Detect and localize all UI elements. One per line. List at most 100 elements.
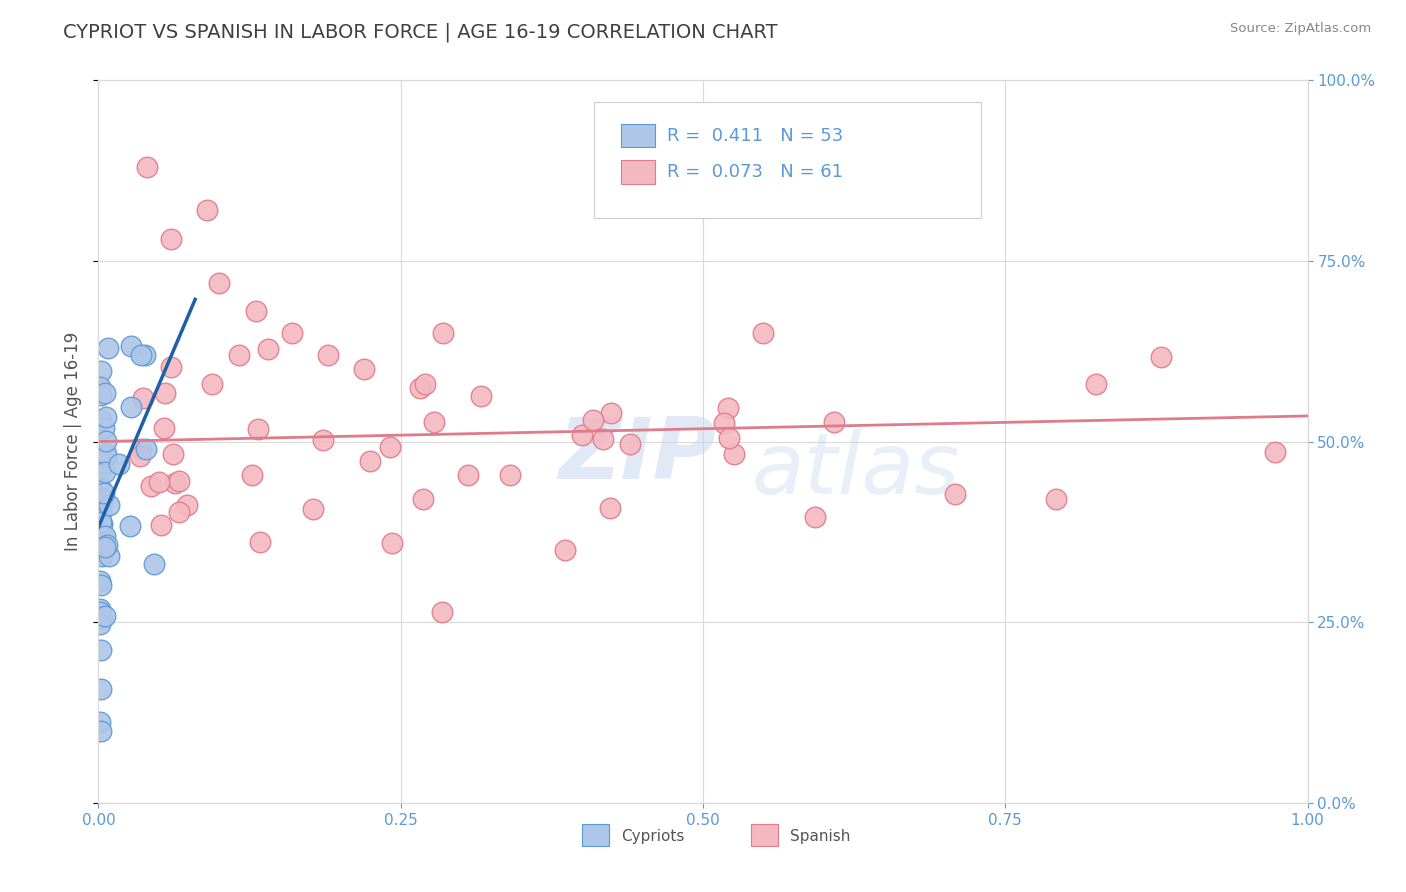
- Point: [120, 339, 142, 353]
- Point: [96, 538, 118, 552]
- Point: [134, 348, 156, 362]
- Point: [200, 376, 222, 391]
- Text: ZIP: ZIP: [558, 415, 716, 498]
- Point: [311, 433, 333, 447]
- Point: [131, 442, 153, 456]
- Point: [302, 501, 325, 516]
- Point: [129, 348, 152, 362]
- Point: [619, 437, 641, 451]
- Point: [412, 491, 434, 506]
- Point: [89, 502, 111, 516]
- Point: [90, 482, 112, 496]
- Point: [143, 558, 166, 572]
- Point: [90, 642, 112, 657]
- Point: [240, 467, 263, 482]
- Point: [89, 449, 111, 463]
- Point: [135, 442, 157, 457]
- Point: [246, 422, 269, 436]
- Point: [353, 362, 375, 376]
- Point: [718, 431, 741, 445]
- Point: [90, 388, 112, 402]
- Point: [89, 574, 111, 589]
- Point: [152, 421, 174, 435]
- Text: Spanish: Spanish: [790, 829, 851, 844]
- Bar: [751, 824, 778, 847]
- Point: [93, 465, 115, 479]
- Point: [228, 348, 250, 362]
- Point: [129, 449, 152, 463]
- Point: [89, 602, 111, 616]
- Point: [423, 415, 446, 429]
- Point: [155, 386, 177, 401]
- Point: [381, 536, 404, 550]
- Text: Source: ZipAtlas.com: Source: ZipAtlas.com: [1230, 22, 1371, 36]
- Point: [554, 543, 576, 558]
- Point: [90, 611, 112, 625]
- Point: [120, 400, 142, 414]
- Bar: [621, 161, 655, 184]
- Point: [89, 714, 111, 729]
- Point: [499, 467, 522, 482]
- Point: [195, 203, 218, 218]
- Point: [94, 540, 117, 554]
- Point: [592, 432, 614, 446]
- Point: [713, 417, 735, 431]
- Point: [90, 549, 112, 563]
- Point: [90, 723, 112, 738]
- Point: [1045, 491, 1067, 506]
- Point: [256, 342, 278, 356]
- Point: [94, 447, 117, 461]
- Point: [108, 457, 131, 471]
- Point: [139, 479, 162, 493]
- Point: [91, 495, 114, 509]
- Point: [90, 682, 112, 697]
- FancyBboxPatch shape: [595, 102, 981, 218]
- Point: [723, 447, 745, 461]
- Point: [96, 449, 118, 463]
- Point: [717, 401, 740, 416]
- Point: [176, 498, 198, 512]
- Text: Cypriots: Cypriots: [621, 829, 685, 844]
- Point: [162, 448, 184, 462]
- Point: [135, 160, 157, 174]
- Point: [752, 326, 775, 340]
- Point: [97, 342, 120, 356]
- Point: [359, 454, 381, 468]
- Point: [90, 515, 112, 529]
- Point: [571, 427, 593, 442]
- Point: [94, 529, 117, 543]
- Point: [281, 326, 304, 340]
- Point: [90, 491, 112, 505]
- Point: [163, 475, 186, 490]
- Point: [804, 509, 827, 524]
- Point: [943, 487, 966, 501]
- Text: CYPRIOT VS SPANISH IN LABOR FORCE | AGE 16-19 CORRELATION CHART: CYPRIOT VS SPANISH IN LABOR FORCE | AGE …: [63, 22, 778, 42]
- Text: atlas: atlas: [751, 429, 959, 512]
- Point: [457, 467, 479, 482]
- Point: [90, 413, 112, 427]
- Point: [120, 519, 142, 533]
- Point: [432, 326, 454, 340]
- Point: [148, 475, 170, 489]
- Point: [89, 464, 111, 478]
- Point: [90, 364, 112, 378]
- Point: [98, 498, 121, 512]
- Point: [94, 609, 117, 624]
- Point: [1084, 377, 1107, 392]
- Point: [470, 389, 492, 403]
- Point: [90, 455, 112, 469]
- Point: [208, 276, 231, 290]
- Point: [413, 376, 436, 391]
- Point: [316, 348, 339, 362]
- Point: [90, 543, 112, 558]
- Point: [93, 421, 115, 435]
- Point: [94, 409, 117, 424]
- Y-axis label: In Labor Force | Age 16-19: In Labor Force | Age 16-19: [65, 332, 83, 551]
- Point: [94, 434, 117, 449]
- Point: [249, 535, 271, 549]
- Point: [149, 518, 172, 533]
- Point: [378, 440, 401, 454]
- Point: [89, 617, 111, 632]
- Point: [93, 485, 115, 500]
- Point: [167, 505, 190, 519]
